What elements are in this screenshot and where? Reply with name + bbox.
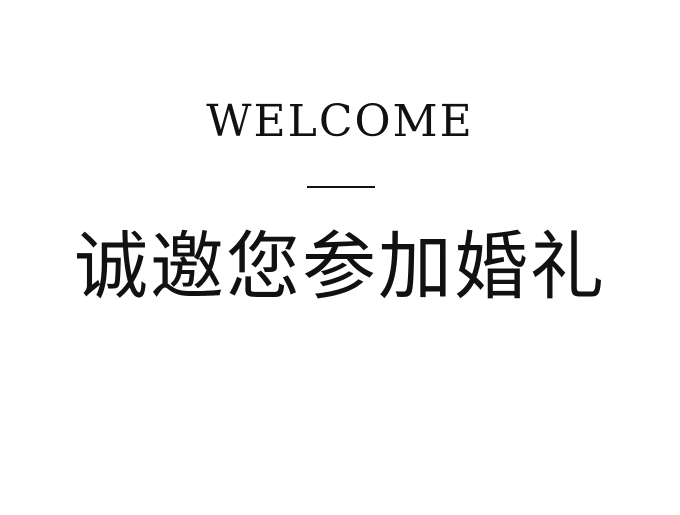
invitation-text: 诚邀您参加婚礼 bbox=[74, 224, 606, 310]
divider-line bbox=[307, 186, 375, 188]
welcome-heading: WELCOME bbox=[206, 96, 474, 147]
